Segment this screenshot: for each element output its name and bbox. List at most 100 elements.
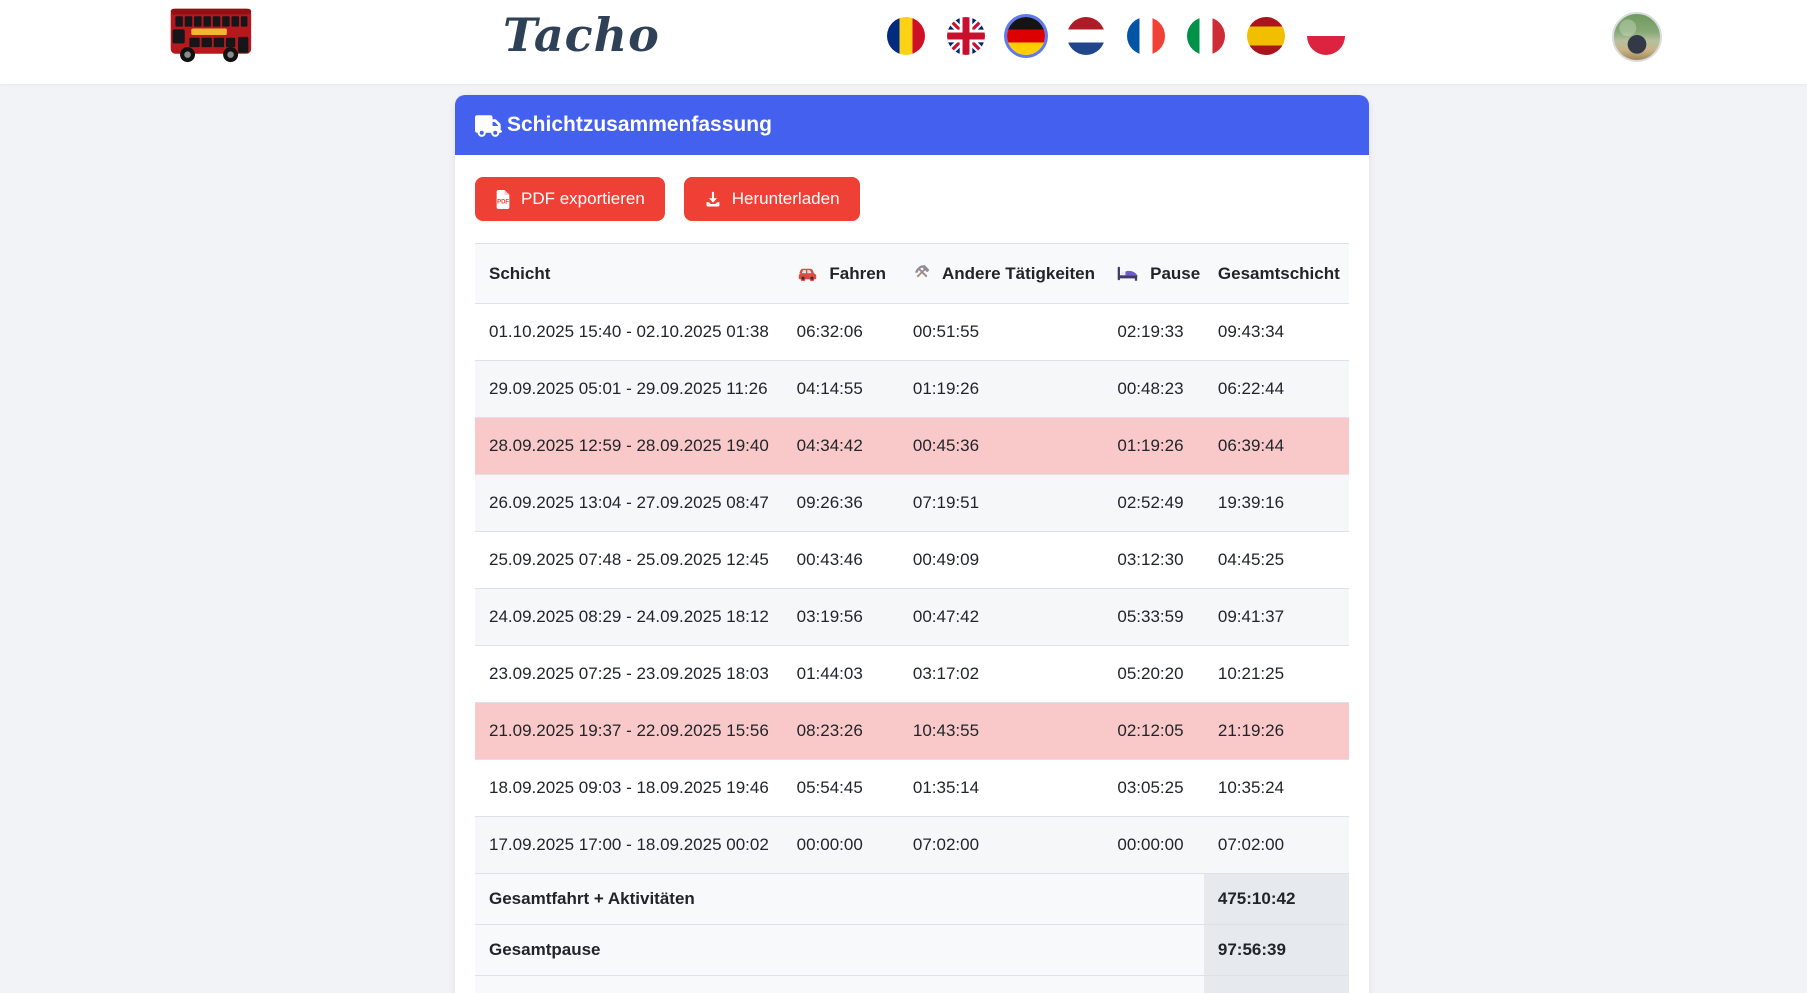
totals-row: Gesamtpause 97:56:39 bbox=[475, 924, 1349, 976]
cell-break: 00:48:23 bbox=[1103, 360, 1204, 418]
table-row: 26.09.2025 13:04 - 27.09.2025 08:47 09:2… bbox=[475, 474, 1349, 532]
cell-driving: 00:43:46 bbox=[782, 531, 899, 589]
language-flag-german-active[interactable] bbox=[1007, 17, 1045, 55]
cell-other-activities: 01:19:26 bbox=[898, 360, 1104, 418]
cell-shift: 29.09.2025 05:01 - 29.09.2025 11:26 bbox=[475, 360, 783, 418]
language-flag-spanish[interactable] bbox=[1247, 17, 1285, 55]
cell-total-shift: 06:22:44 bbox=[1203, 360, 1349, 418]
user-avatar[interactable] bbox=[1612, 12, 1662, 62]
export-buttons: PDF PDF exportieren Herunterladen bbox=[475, 177, 1349, 221]
cell-break: 00:00:00 bbox=[1103, 816, 1204, 874]
bed-icon bbox=[1117, 266, 1138, 281]
cell-total-shift: 04:45:25 bbox=[1203, 531, 1349, 589]
cell-break: 02:12:05 bbox=[1103, 702, 1204, 760]
language-flag-french[interactable] bbox=[1127, 17, 1165, 55]
cell-shift: 26.09.2025 13:04 - 27.09.2025 08:47 bbox=[475, 474, 783, 532]
table-row: 28.09.2025 12:59 - 28.09.2025 19:40 04:3… bbox=[475, 417, 1349, 475]
cell-driving: 01:44:03 bbox=[782, 645, 899, 703]
totals-row: Gesamtfahrt + Aktivitäten 475:10:42 bbox=[475, 873, 1349, 925]
cell-break: 03:12:30 bbox=[1103, 531, 1204, 589]
language-flag-english[interactable] bbox=[947, 17, 985, 55]
shift-table-body: 01.10.2025 15:40 - 02.10.2025 01:38 06:3… bbox=[475, 303, 1349, 874]
svg-text:PDF: PDF bbox=[497, 199, 509, 205]
car-icon bbox=[797, 266, 818, 281]
cell-shift: 18.09.2025 09:03 - 18.09.2025 19:46 bbox=[475, 759, 783, 817]
language-flag-italian[interactable] bbox=[1187, 17, 1225, 55]
totals-value: 475:10:42 bbox=[1203, 873, 1349, 925]
totals-value: 97:56:39 bbox=[1203, 924, 1349, 976]
export-pdf-label: PDF exportieren bbox=[521, 189, 645, 208]
cell-other-activities: 07:02:00 bbox=[898, 816, 1104, 874]
cell-break: 01:19:26 bbox=[1103, 417, 1204, 475]
cell-other-activities: 00:45:36 bbox=[898, 417, 1104, 475]
top-navbar: Tacho bbox=[0, 0, 1807, 84]
cell-shift: 01.10.2025 15:40 - 02.10.2025 01:38 bbox=[475, 303, 783, 361]
table-row: 23.09.2025 07:25 - 23.09.2025 18:03 01:4… bbox=[475, 645, 1349, 703]
totals-label: Gesamtpause bbox=[475, 924, 1204, 976]
cell-driving: 08:23:26 bbox=[782, 702, 899, 760]
header-shift: Schicht bbox=[475, 243, 783, 304]
cell-other-activities: 00:47:42 bbox=[898, 588, 1104, 646]
cell-shift: 24.09.2025 08:29 - 24.09.2025 18:12 bbox=[475, 588, 783, 646]
cell-total-shift: 19:39:16 bbox=[1203, 474, 1349, 532]
header-total-shift: Gesamtschicht bbox=[1203, 243, 1349, 304]
cell-shift: 25.09.2025 07:48 - 25.09.2025 12:45 bbox=[475, 531, 783, 589]
language-flag-romanian[interactable] bbox=[887, 17, 925, 55]
cell-break: 03:05:25 bbox=[1103, 759, 1204, 817]
card-header: Schichtzusammenfassung bbox=[455, 95, 1369, 155]
card-body: PDF PDF exportieren Herunterladen bbox=[455, 155, 1369, 993]
cell-break: 05:33:59 bbox=[1103, 588, 1204, 646]
shift-summary-card: Schichtzusammenfassung PDF PDF exportier… bbox=[455, 95, 1369, 993]
cell-total-shift: 09:43:34 bbox=[1203, 303, 1349, 361]
table-totals: Gesamtfahrt + Aktivitäten 475:10:42 Gesa… bbox=[475, 873, 1349, 993]
cell-total-shift: 21:19:26 bbox=[1203, 702, 1349, 760]
totals-label: Gesamtfahrt + Aktivitäten bbox=[475, 873, 1204, 925]
download-button[interactable]: Herunterladen bbox=[683, 177, 860, 221]
cell-driving: 09:26:36 bbox=[782, 474, 899, 532]
cell-driving: 04:34:42 bbox=[782, 417, 899, 475]
truck-icon bbox=[475, 115, 502, 137]
table-row: 29.09.2025 05:01 - 29.09.2025 11:26 04:1… bbox=[475, 360, 1349, 418]
cell-shift: 23.09.2025 07:25 - 23.09.2025 18:03 bbox=[475, 645, 783, 703]
language-flag-polish[interactable] bbox=[1307, 17, 1345, 55]
export-pdf-button[interactable]: PDF PDF exportieren bbox=[475, 177, 665, 221]
cell-driving: 03:19:56 bbox=[782, 588, 899, 646]
table-row: 24.09.2025 08:29 - 24.09.2025 18:12 03:1… bbox=[475, 588, 1349, 646]
download-label: Herunterladen bbox=[731, 189, 840, 208]
pdf-file-icon: PDF bbox=[495, 189, 511, 209]
cell-shift: 28.09.2025 12:59 - 28.09.2025 19:40 bbox=[475, 417, 783, 475]
language-switcher bbox=[887, 17, 1345, 55]
header-break: Pause bbox=[1103, 243, 1204, 304]
shift-summary-table: Schicht Fahren bbox=[475, 243, 1349, 993]
cell-total-shift: 10:35:24 bbox=[1203, 759, 1349, 817]
language-flag-dutch[interactable] bbox=[1067, 17, 1105, 55]
table-row: 25.09.2025 07:48 - 25.09.2025 12:45 00:4… bbox=[475, 531, 1349, 589]
cell-shift: 21.09.2025 19:37 - 22.09.2025 15:56 bbox=[475, 702, 783, 760]
cell-total-shift: 06:39:44 bbox=[1203, 417, 1349, 475]
cell-break: 02:52:49 bbox=[1103, 474, 1204, 532]
cell-driving: 04:14:55 bbox=[782, 360, 899, 418]
cell-break: 02:19:33 bbox=[1103, 303, 1204, 361]
cell-total-shift: 10:21:25 bbox=[1203, 645, 1349, 703]
cell-other-activities: 01:35:14 bbox=[898, 759, 1104, 817]
download-icon bbox=[704, 190, 722, 208]
cell-driving: 05:54:45 bbox=[782, 759, 899, 817]
header-other-activities: Andere Tätigkeiten bbox=[898, 243, 1104, 304]
cell-other-activities: 03:17:02 bbox=[898, 645, 1104, 703]
cell-other-activities: 07:19:51 bbox=[898, 474, 1104, 532]
cell-total-shift: 07:02:00 bbox=[1203, 816, 1349, 874]
brand-title[interactable]: Tacho bbox=[503, 8, 660, 62]
cell-driving: 00:00:00 bbox=[782, 816, 899, 874]
table-row: 18.09.2025 09:03 - 18.09.2025 19:46 05:5… bbox=[475, 759, 1349, 817]
table-row: 17.09.2025 17:00 - 18.09.2025 00:02 00:0… bbox=[475, 816, 1349, 874]
cell-total-shift: 09:41:37 bbox=[1203, 588, 1349, 646]
double-decker-bus-logo-icon[interactable] bbox=[163, 6, 257, 64]
cell-shift: 17.09.2025 17:00 - 18.09.2025 00:02 bbox=[475, 816, 783, 874]
header-driving: Fahren bbox=[782, 243, 899, 304]
cell-other-activities: 00:51:55 bbox=[898, 303, 1104, 361]
cell-break: 05:20:20 bbox=[1103, 645, 1204, 703]
cell-other-activities: 10:43:55 bbox=[898, 702, 1104, 760]
cell-other-activities: 00:49:09 bbox=[898, 531, 1104, 589]
crossed-tools-icon bbox=[913, 263, 931, 281]
table-row: 01.10.2025 15:40 - 02.10.2025 01:38 06:3… bbox=[475, 303, 1349, 361]
